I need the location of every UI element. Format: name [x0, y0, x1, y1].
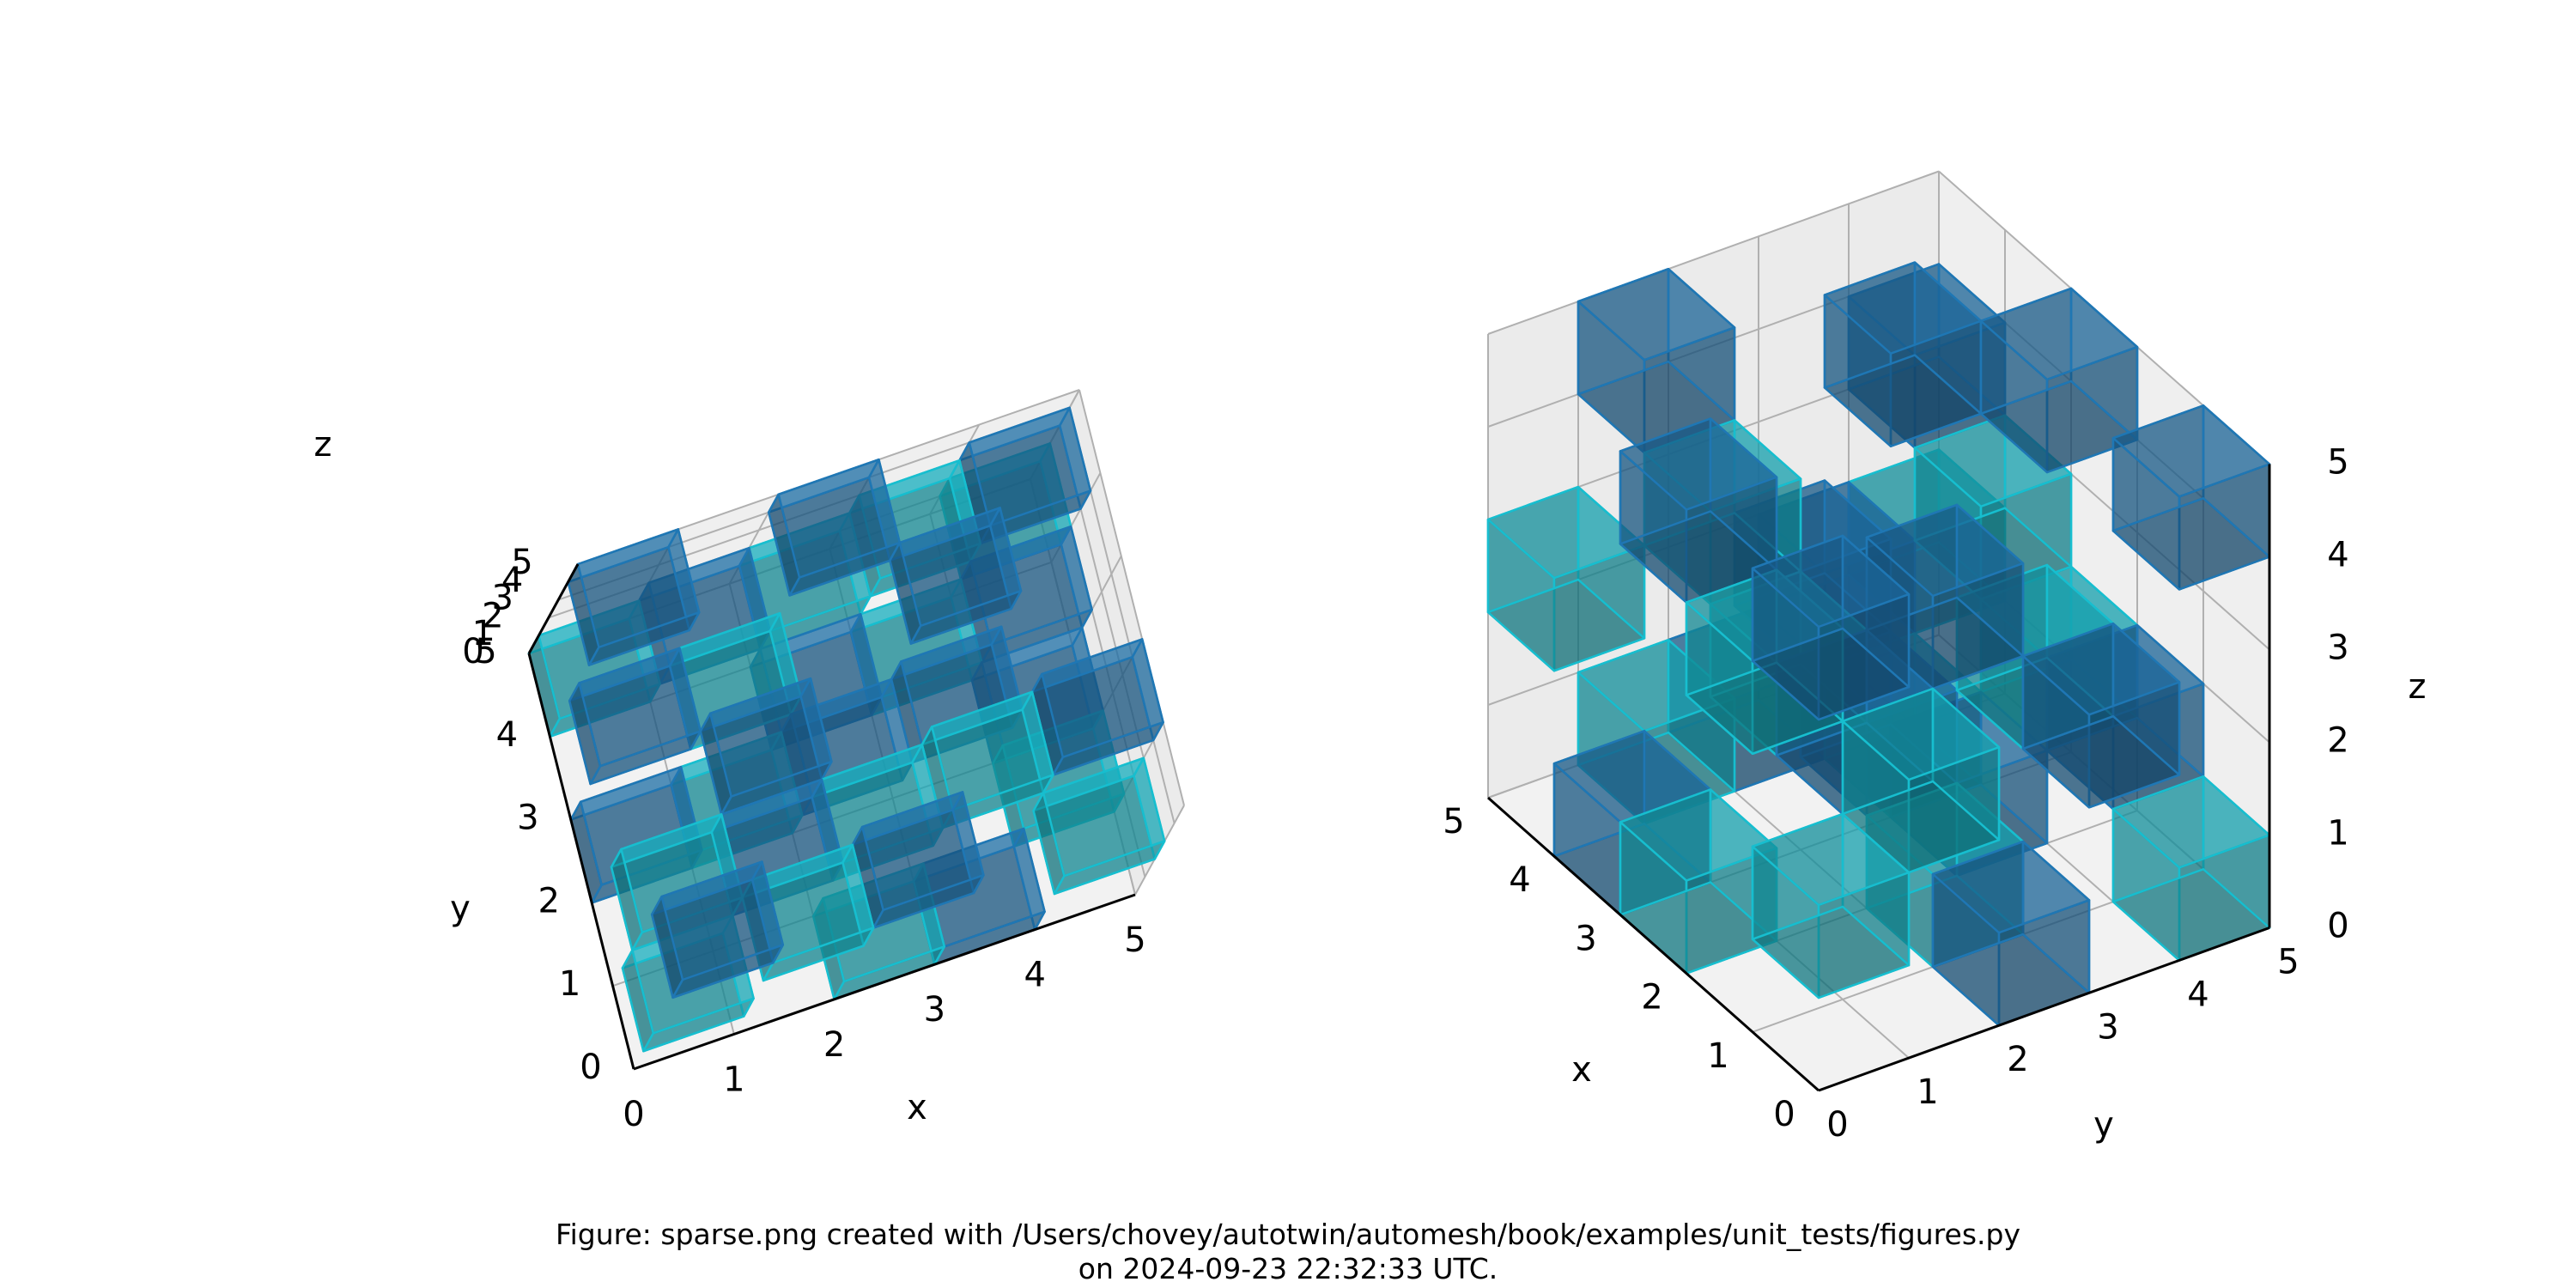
voxel-light [1032, 756, 1166, 896]
z-tick-label: 5 [2327, 443, 2348, 483]
x-tick-label: 1 [1707, 1036, 1728, 1076]
voxel-dark [851, 791, 985, 929]
figure-caption-line-2: on 2024-09-23 22:32:33 UTC. [1078, 1252, 1498, 1285]
voxel-face [671, 944, 785, 999]
voxel-dark [2021, 622, 2181, 809]
voxel-light [1751, 812, 1911, 999]
y-tick-label: 0 [580, 1048, 601, 1087]
voxel-series [527, 406, 1166, 1053]
voxel-series [1486, 261, 2271, 1027]
voxel-face [1052, 720, 1164, 776]
x-axis-line [633, 893, 1136, 1071]
voxel-dark [1931, 840, 2091, 1027]
voxel-face [762, 927, 875, 982]
voxel-face [642, 997, 755, 1053]
voxel-dark [568, 647, 702, 786]
y-tick-label: 1 [559, 964, 580, 1004]
voxel-face [2021, 714, 2181, 809]
voxel-dark [1577, 267, 1736, 454]
voxel-face [1751, 627, 1911, 721]
y-tick-label: 3 [517, 799, 538, 838]
x-tick-label: 5 [1443, 802, 1464, 841]
y-tick-label: 2 [538, 881, 559, 920]
y-axis-line [1818, 927, 2270, 1092]
voxel-face [1486, 578, 1646, 672]
voxel-face [909, 589, 1023, 645]
voxel-light [2111, 775, 2271, 962]
y-axis-line [527, 653, 635, 1070]
voxel-dark [650, 860, 785, 999]
y-axis-label: y [2093, 1105, 2114, 1145]
voxel-dark [1030, 638, 1164, 776]
voxel-dark [958, 406, 1092, 545]
voxel-dark [2111, 404, 2271, 591]
z-tick-label: 3 [2327, 629, 2348, 668]
y-tick-label: 5 [475, 632, 496, 671]
z-tick-label: 4 [2327, 536, 2348, 575]
voxel-light [741, 843, 875, 982]
voxel-face [872, 873, 985, 929]
grid-line [1487, 170, 1940, 335]
y-tick-label: 5 [2277, 943, 2299, 982]
voxel-dark [699, 677, 833, 816]
z-tick-label: 1 [472, 614, 494, 653]
x-tick-label: 0 [1773, 1095, 1795, 1134]
grid-line [1078, 389, 1185, 806]
y-tick-label: 0 [1826, 1105, 1848, 1145]
x-tick-label: 5 [1124, 920, 1145, 960]
x-axis-label: x [907, 1088, 927, 1127]
y-tick-label: 4 [496, 715, 518, 755]
y-tick-label: 1 [1917, 1072, 1938, 1112]
voxel-dark [889, 507, 1023, 645]
voxel-face [1979, 380, 2139, 474]
z-axis-label: z [314, 425, 332, 465]
voxel-dark [567, 528, 701, 666]
z-tick-label: 0 [462, 632, 483, 671]
x-axis-label: x [1571, 1050, 1592, 1090]
voxel-light [920, 690, 1054, 829]
z-tick-label: 4 [501, 561, 523, 600]
z-tick-label: 0 [2327, 907, 2348, 946]
y-axis-label: y [450, 889, 471, 928]
z-tick-label: 2 [482, 596, 503, 635]
voxel-dark [767, 458, 902, 597]
figure-caption-line-1: Figure: sparse.png created with /Users/c… [556, 1218, 2020, 1251]
voxel-light [1841, 687, 2001, 874]
voxel-dark [1979, 287, 2139, 474]
z-tick-label: 1 [2327, 814, 2348, 854]
voxel-dark [1751, 534, 1911, 721]
z-axis-label: z [2409, 667, 2427, 707]
x-tick-label: 4 [1509, 860, 1530, 900]
z-tick-label: 3 [491, 579, 513, 618]
x-tick-label: 0 [623, 1095, 644, 1134]
x-tick-label: 2 [823, 1025, 845, 1065]
voxel-dark [1865, 503, 2025, 690]
x-axis-line [1487, 796, 1820, 1092]
voxel-face [1053, 840, 1166, 896]
voxel-face [587, 611, 701, 666]
z-axis-line [527, 563, 580, 654]
x-tick-label: 3 [924, 990, 945, 1030]
x-tick-label: 2 [1641, 978, 1662, 1018]
y-tick-label: 4 [2187, 975, 2208, 1014]
z-tick-label: 5 [511, 543, 532, 582]
voxel-face [1823, 354, 1983, 447]
z-tick-label: 2 [2327, 721, 2348, 761]
x-tick-label: 3 [1575, 919, 1596, 958]
x-tick-label: 1 [723, 1060, 744, 1099]
y-tick-label: 3 [2097, 1007, 2118, 1047]
x-tick-label: 4 [1024, 956, 1045, 995]
y-tick-label: 2 [2007, 1040, 2028, 1079]
voxel-face [1751, 905, 1911, 999]
voxel-face [2111, 497, 2271, 591]
voxel-light [1486, 485, 1646, 672]
